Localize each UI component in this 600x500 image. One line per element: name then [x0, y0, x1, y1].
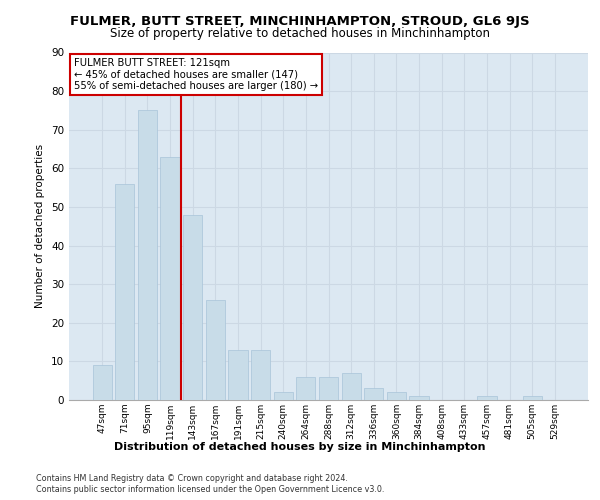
Bar: [115, 184, 134, 400]
Bar: [229, 350, 248, 400]
Bar: [409, 396, 428, 400]
Bar: [251, 350, 270, 400]
Bar: [274, 392, 293, 400]
Text: Contains HM Land Registry data © Crown copyright and database right 2024.: Contains HM Land Registry data © Crown c…: [36, 474, 348, 483]
Bar: [364, 388, 383, 400]
Text: Contains public sector information licensed under the Open Government Licence v3: Contains public sector information licen…: [36, 485, 385, 494]
Text: FULMER BUTT STREET: 121sqm
← 45% of detached houses are smaller (147)
55% of sem: FULMER BUTT STREET: 121sqm ← 45% of deta…: [74, 58, 319, 91]
Bar: [92, 365, 112, 400]
Y-axis label: Number of detached properties: Number of detached properties: [35, 144, 46, 308]
Bar: [183, 214, 202, 400]
Text: Size of property relative to detached houses in Minchinhampton: Size of property relative to detached ho…: [110, 28, 490, 40]
Text: FULMER, BUTT STREET, MINCHINHAMPTON, STROUD, GL6 9JS: FULMER, BUTT STREET, MINCHINHAMPTON, STR…: [70, 15, 530, 28]
Bar: [477, 396, 497, 400]
Bar: [341, 373, 361, 400]
Bar: [296, 377, 316, 400]
Text: Distribution of detached houses by size in Minchinhampton: Distribution of detached houses by size …: [114, 442, 486, 452]
Bar: [206, 300, 225, 400]
Bar: [160, 157, 180, 400]
Bar: [319, 377, 338, 400]
Bar: [138, 110, 157, 400]
Bar: [523, 396, 542, 400]
Bar: [387, 392, 406, 400]
